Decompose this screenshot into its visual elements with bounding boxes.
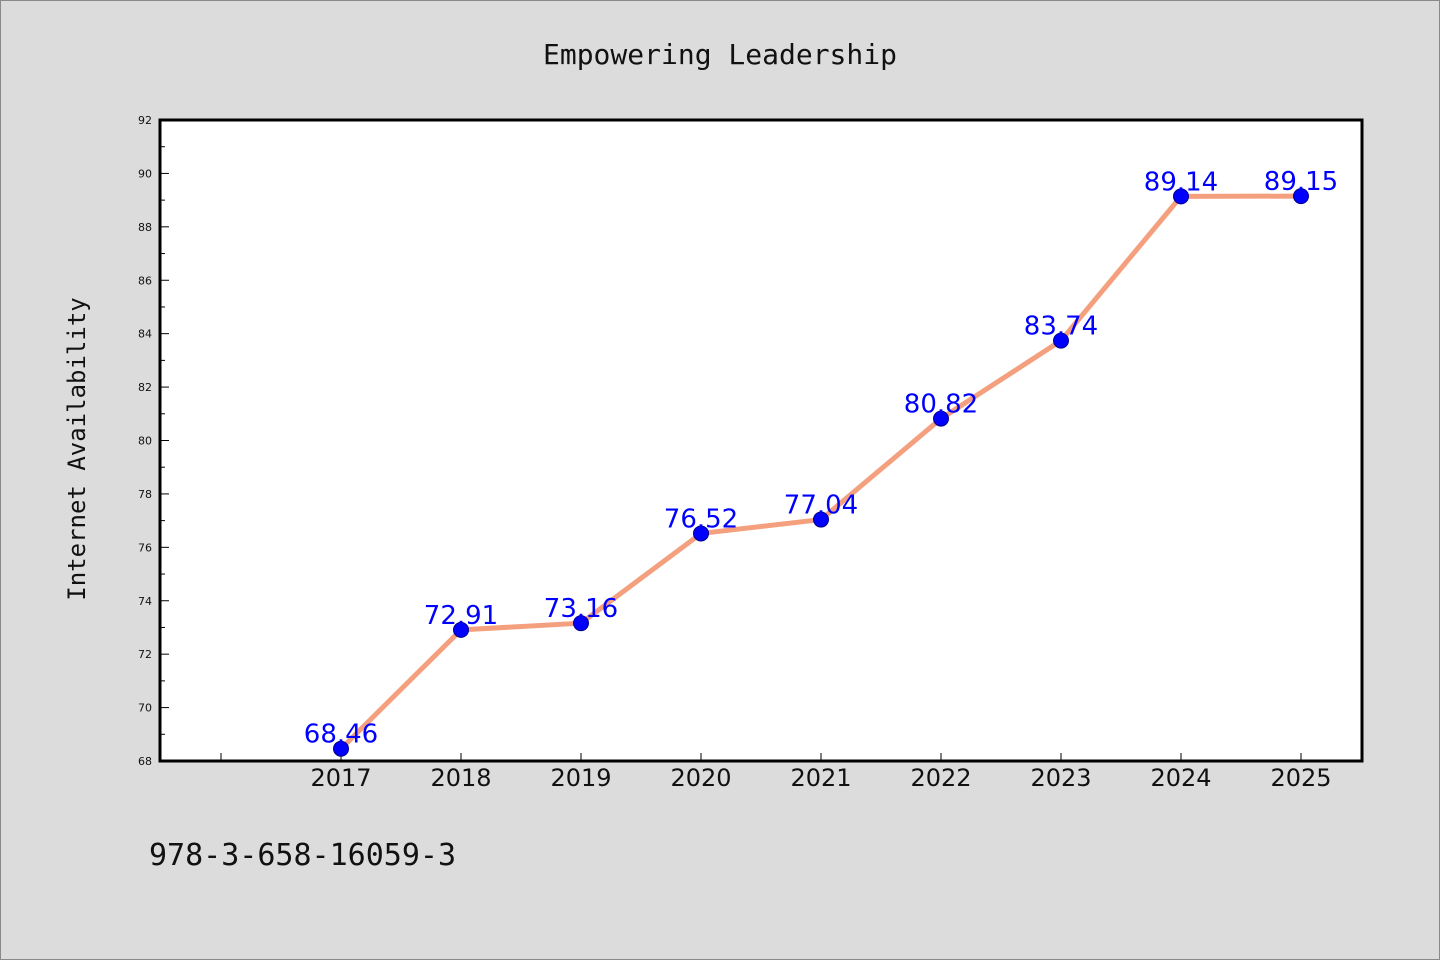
data-point — [813, 511, 829, 528]
chart-title: Empowering Leadership — [543, 38, 897, 71]
y-tick-label: 80 — [138, 435, 152, 448]
data-label: 68.46 — [304, 720, 378, 750]
plot-area — [158, 118, 1364, 763]
y-tick-label: 84 — [138, 328, 152, 341]
y-tick-label: 76 — [138, 541, 152, 554]
x-axis: 2017 2018 2019 2020 2021 2022 2023 2024 2025 — [220, 753, 1332, 792]
data-label: 77.04 — [784, 491, 858, 521]
y-tick-label: 82 — [138, 381, 152, 394]
data-label: 89.14 — [1144, 167, 1218, 197]
y-tick-label: 90 — [138, 167, 152, 180]
y-tick-label: 88 — [138, 221, 152, 234]
data-point — [693, 525, 709, 542]
data-point — [1173, 188, 1189, 205]
data-label: 72.91 — [424, 601, 498, 631]
x-tick-label: 2022 — [910, 764, 971, 792]
data-label: 73.16 — [544, 594, 618, 624]
footer-isbn: 978-3-658-16059-3 — [149, 838, 456, 873]
y-axis: 68 70 72 74 76 78 80 82 84 86 88 90 92 — [138, 114, 169, 768]
data-label: 80.82 — [904, 390, 978, 420]
x-tick-label: 2019 — [550, 764, 611, 792]
y-tick-label: 92 — [138, 114, 152, 127]
y-tick-label: 70 — [138, 702, 152, 715]
data-label: 89.15 — [1264, 167, 1338, 197]
data-point — [453, 621, 469, 638]
data-label: 76.52 — [664, 504, 738, 534]
x-tick-label: 2023 — [1030, 764, 1091, 792]
data-point — [1053, 332, 1069, 349]
x-tick-label: 2018 — [430, 764, 491, 792]
data-point — [933, 410, 949, 427]
x-tick-label: 2020 — [670, 764, 731, 792]
series-markers — [333, 188, 1309, 757]
data-point — [333, 740, 349, 757]
x-tick-label: 2024 — [1150, 764, 1211, 792]
y-tick-label: 68 — [138, 755, 152, 768]
y-tick-label: 72 — [138, 648, 152, 661]
data-point — [573, 615, 589, 632]
data-labels: 68.46 72.91 73.16 76.52 77.04 80.82 83.74 89.14… — [304, 167, 1338, 750]
x-tick-label: 2021 — [790, 764, 851, 792]
x-tick-label: 2025 — [1270, 764, 1331, 792]
data-point — [1293, 188, 1309, 205]
x-tick-label: 2017 — [310, 764, 371, 792]
y-tick-label: 74 — [138, 595, 152, 608]
y-axis-label: Internet Availability — [63, 297, 91, 600]
y-tick-label: 78 — [138, 488, 152, 501]
y-tick-label: 86 — [138, 274, 152, 287]
data-label: 83.74 — [1024, 312, 1098, 342]
